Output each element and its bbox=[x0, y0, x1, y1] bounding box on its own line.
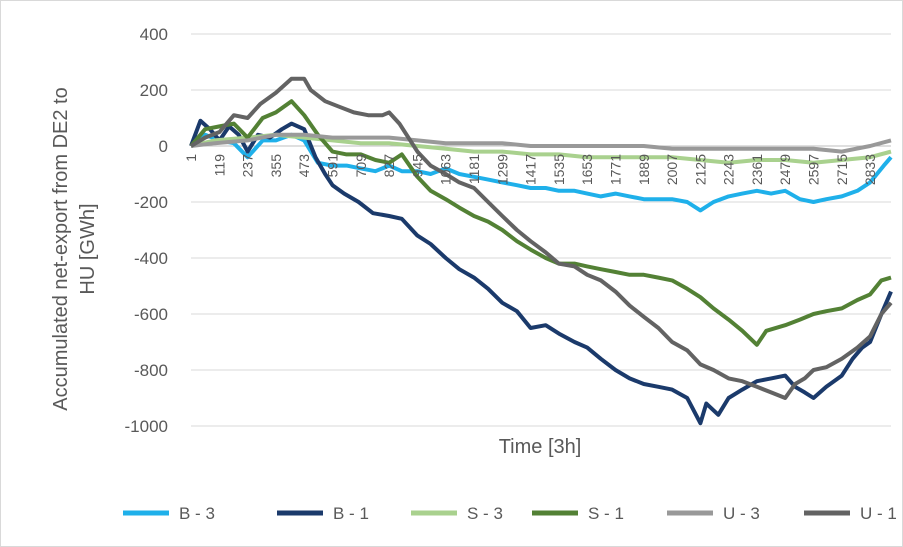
x-tick-label: 1653 bbox=[579, 154, 595, 185]
x-tick-labels: 1 119 237 355 473 591 709 827 945 1063 1181 1299 141… bbox=[183, 154, 878, 185]
y-tick-label: 400 bbox=[140, 25, 168, 44]
y-tick-label: -600 bbox=[134, 305, 168, 324]
legend-label-3: S - 1 bbox=[588, 504, 624, 523]
x-tick-label: 2243 bbox=[721, 154, 737, 185]
y-tick-label: -1000 bbox=[125, 417, 168, 436]
legend-label-5: U - 1 bbox=[860, 504, 897, 523]
series-line-1 bbox=[189, 118, 893, 426]
x-tick-label: 1771 bbox=[607, 154, 623, 185]
x-tick-label: 2833 bbox=[862, 154, 878, 185]
series-line-0 bbox=[189, 132, 893, 213]
x-tick-label: 119 bbox=[211, 154, 227, 177]
x-tick-label: 473 bbox=[296, 154, 312, 178]
x-tick-label: 1535 bbox=[551, 154, 567, 185]
y-tick-label: -800 bbox=[134, 361, 168, 380]
x-tick-label: 2597 bbox=[806, 154, 822, 185]
x-tick-label: 1889 bbox=[636, 154, 652, 185]
x-tick-label: 1063 bbox=[438, 154, 454, 185]
x-tick-label: 1181 bbox=[466, 154, 482, 184]
y-tick-label: 0 bbox=[159, 137, 168, 156]
y-tick-label: -400 bbox=[134, 249, 168, 268]
x-tick-label: 2007 bbox=[664, 154, 680, 185]
x-tick-label: 1299 bbox=[494, 154, 510, 185]
x-tick-label: 2479 bbox=[777, 154, 793, 185]
series-line-4 bbox=[190, 132, 892, 154]
legend-label-2: S - 3 bbox=[467, 504, 503, 523]
x-tick-label: 827 bbox=[381, 154, 397, 178]
x-tick-label: 2361 bbox=[749, 154, 765, 185]
x-tick-label: 591 bbox=[324, 154, 340, 178]
x-tick-label: 1 bbox=[183, 154, 199, 162]
x-tick-label: 2125 bbox=[692, 154, 708, 185]
series-line-3 bbox=[189, 99, 892, 347]
x-tick-label: 2715 bbox=[834, 154, 850, 185]
legend-label-1: B - 1 bbox=[333, 504, 369, 523]
x-axis-title: Time [3h] bbox=[499, 436, 582, 458]
series-line-2 bbox=[190, 132, 892, 165]
x-tick-label: 945 bbox=[409, 154, 425, 178]
y-tick-label: -200 bbox=[134, 193, 168, 212]
y-tick-labels: 400 200 0 -200 -400 -600 -800 -1000 bbox=[125, 25, 168, 436]
x-tick-label: 709 bbox=[353, 154, 369, 178]
legend-label-4: U - 3 bbox=[723, 504, 760, 523]
series-lines bbox=[189, 76, 893, 426]
x-tick-label: 1417 bbox=[523, 154, 539, 185]
y-axis-title-line2: HU [GWh] bbox=[77, 203, 99, 294]
gridlines bbox=[191, 33, 891, 427]
series-line-5 bbox=[189, 76, 893, 400]
legend: B - 3 B - 1 S - 3 S - 1 U - 3 U - 1 bbox=[123, 504, 897, 523]
y-tick-label: 200 bbox=[140, 81, 168, 100]
x-tick-label: 237 bbox=[240, 154, 256, 178]
legend-label-0: B - 3 bbox=[179, 504, 215, 523]
x-tick-label: 355 bbox=[268, 154, 284, 178]
y-axis-title-line1: Accumulated net-export from DE2 to bbox=[50, 87, 72, 410]
